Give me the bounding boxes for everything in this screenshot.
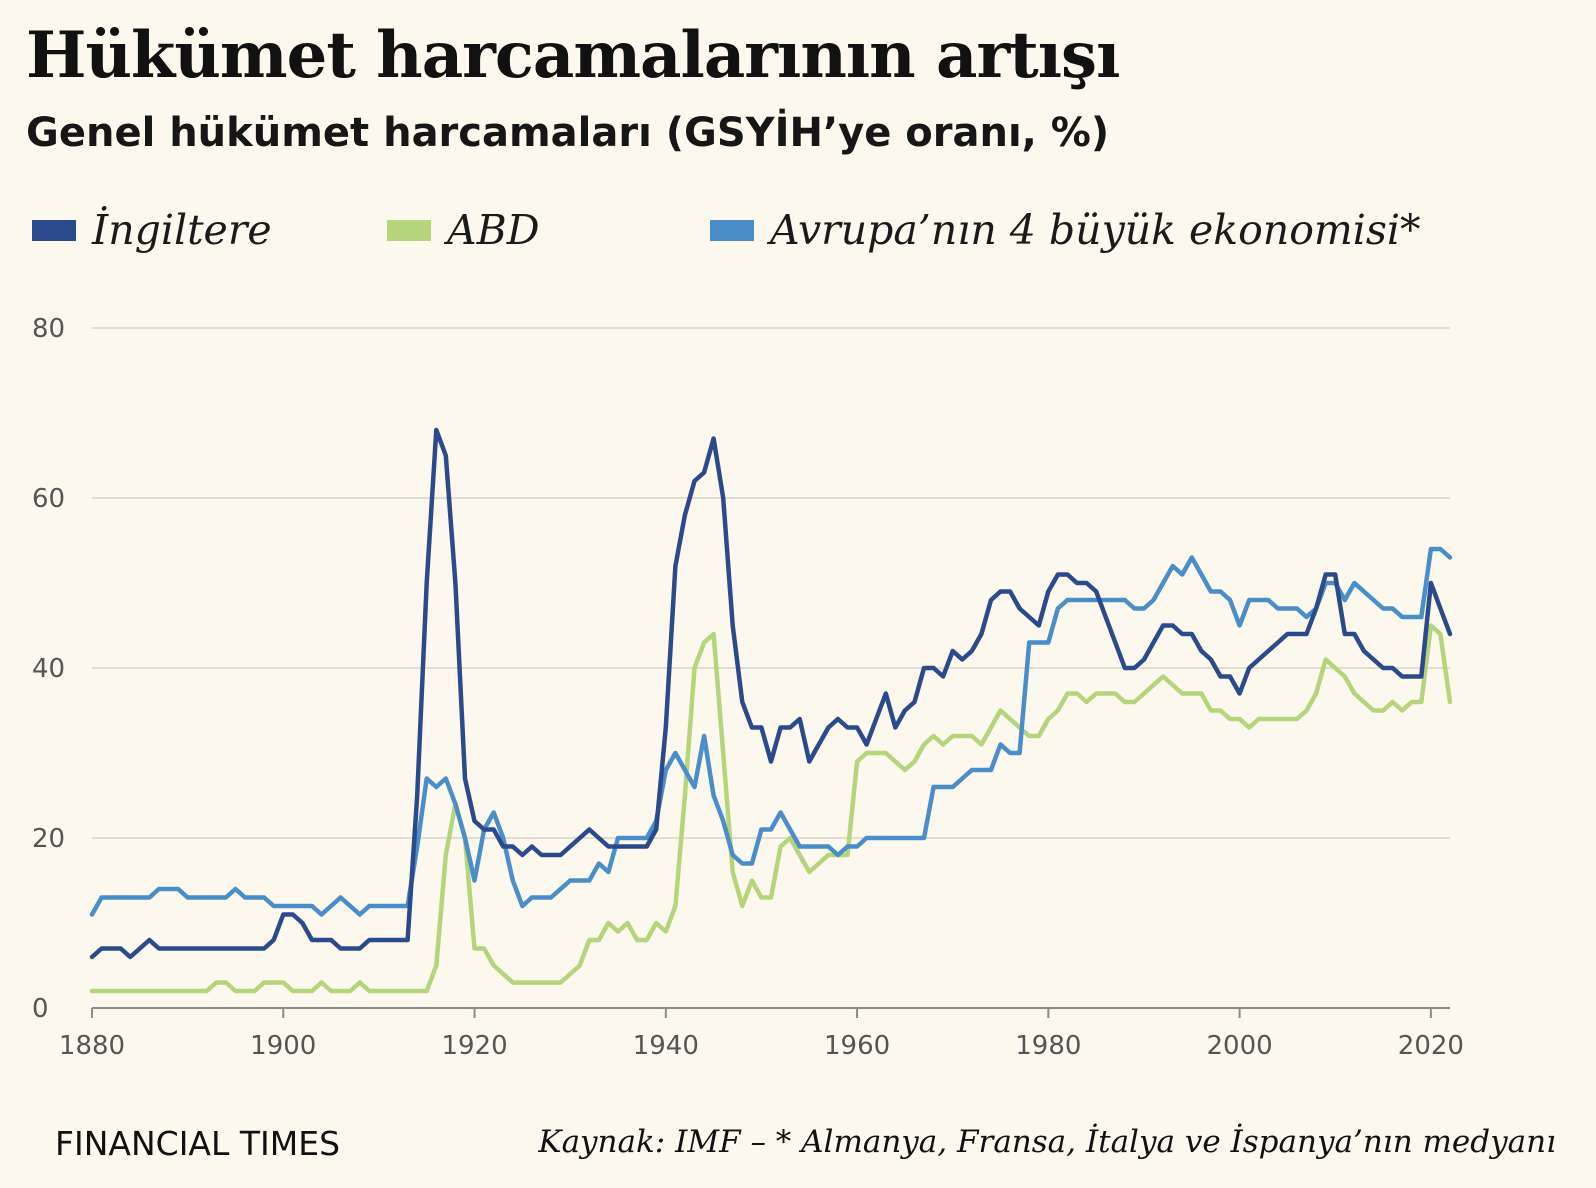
x-tick-label: 1880	[59, 1031, 125, 1061]
x-tick-label: 1900	[250, 1031, 316, 1061]
legend-swatch-europe	[710, 219, 754, 241]
legend: İngiltere ABD Avrupa’nın 4 büyük ekonomi…	[32, 206, 1532, 256]
legend-swatch-uk	[32, 219, 76, 241]
y-tick-label: 80	[32, 314, 65, 344]
x-tick-label: 1980	[1015, 1031, 1081, 1061]
legend-label-usa: ABD	[447, 206, 540, 254]
x-tick-label: 2020	[1398, 1031, 1464, 1061]
legend-item-usa: ABD	[387, 206, 540, 254]
legend-label-uk: İngiltere	[92, 206, 272, 254]
footer-source: Kaynak: IMF – * Almanya, Fransa, İtalya …	[538, 1124, 1556, 1160]
y-tick-label: 20	[32, 824, 65, 854]
axis-layer: 0 20 40 60 80 1880 1900 1920 1940 1960 1980 2000 202…	[32, 314, 1464, 1061]
y-tick-label: 60	[32, 484, 65, 514]
grid-layer	[92, 327, 1450, 1009]
chart-subtitle: Genel hükümet harcamaları (GSYİH’ye oran…	[26, 110, 1110, 156]
series-layer	[89, 427, 1453, 994]
x-tick-label: 1960	[824, 1031, 890, 1061]
x-tick-label: 2000	[1207, 1031, 1273, 1061]
legend-label-europe: Avrupa’nın 4 büyük ekonomisi*	[770, 206, 1421, 254]
legend-item-europe: Avrupa’nın 4 büyük ekonomisi*	[710, 206, 1421, 254]
footer-brand: FINANCIAL TIMES	[55, 1124, 341, 1163]
x-tick-label: 1940	[633, 1031, 699, 1061]
series-line-europe	[89, 546, 1453, 917]
legend-swatch-usa	[387, 219, 431, 241]
line-chart: 0 20 40 60 80 1880 1900 1920 1940 1960 1980 2000 202…	[32, 314, 1464, 1061]
series-line-uk	[89, 427, 1453, 960]
y-tick-label: 40	[32, 654, 65, 684]
x-tick-label: 1920	[441, 1031, 507, 1061]
y-tick-label: 0	[32, 994, 49, 1024]
legend-item-uk: İngiltere	[32, 206, 272, 254]
chart-title: Hükümet harcamalarının artışı	[26, 18, 1120, 93]
